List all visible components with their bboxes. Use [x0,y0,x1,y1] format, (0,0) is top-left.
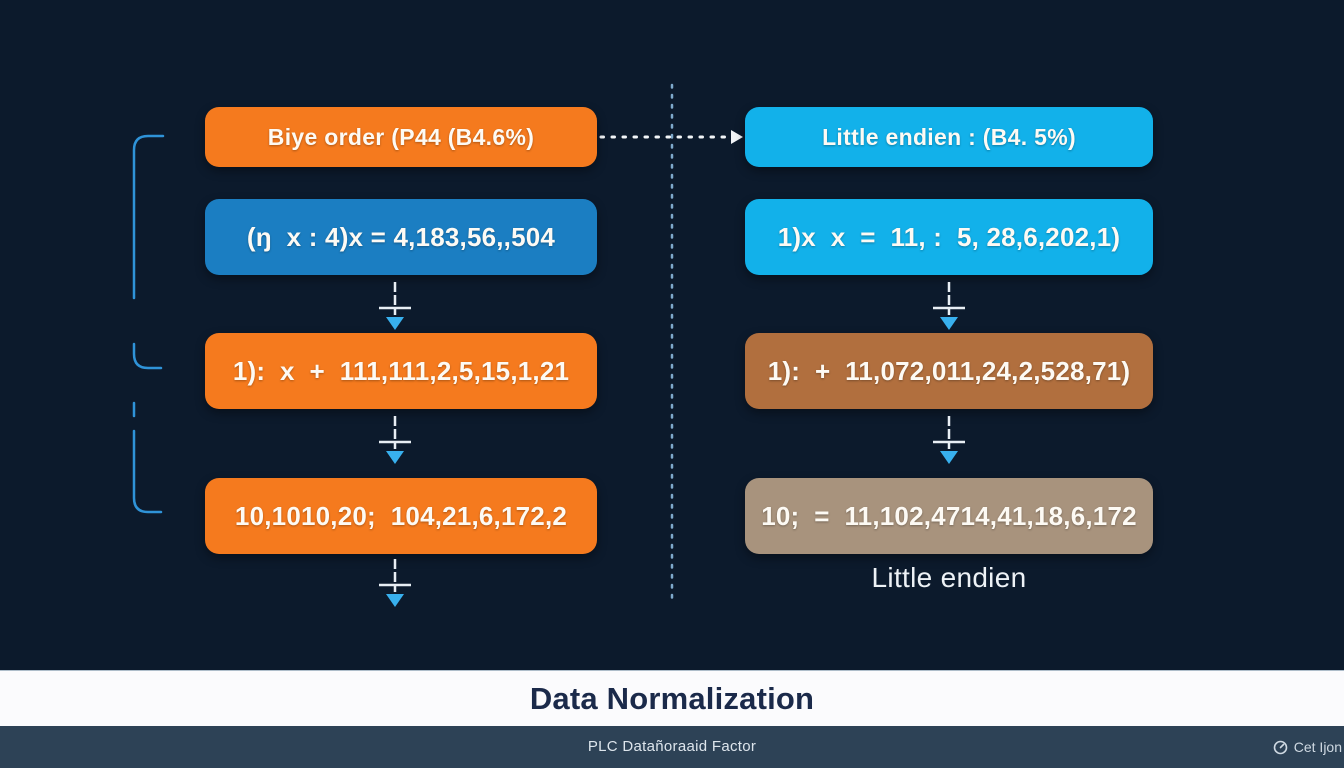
down-arrow-icon [379,282,411,330]
down-arrow-icon [379,559,411,607]
footer-right-text: Cet Ijon [1293,739,1342,755]
copyright-icon [1273,740,1288,754]
little-endian-header-box: Little endien : (B4. 5%) [745,107,1153,167]
footer-center-text: PLC Datañoraaid Factor [587,738,757,755]
little-endian-step-1-box: 1)x x = 11, : 5, 28,6,202,1) [745,199,1153,275]
down-arrow-icon [379,416,411,464]
big-endian-header-box: Biye order (P44 (B4.6%) [205,107,597,167]
big-endian-step-2-box: 1): x + 111,111,2,5,15,1,21 [205,333,597,409]
footer-bar: PLC Datañoraaid Factor Cet Ijon [0,726,1344,768]
title-band: Data Normalization [0,670,1344,727]
left-bracket-group [132,134,165,514]
big-endian-step-1-box: (ŋ x : 4)x = 4,183,56,,504 [205,199,597,275]
little-endian-caption: Little endien [871,562,1027,593]
page-title: Data Normalization [529,681,815,716]
down-arrow-icon [933,282,965,330]
dotted-arrow [599,130,743,144]
little-endian-step-3-box: 10; = 11,102,4714,41,18,6,172 [745,478,1153,554]
footer-right-group: Cet Ijon [1273,726,1344,768]
big-endian-step-3-box: 10,1010,20; 104,21,6,172,2 [205,478,597,554]
down-arrow-icon [933,416,965,464]
little-endian-step-2-box: 1): + 11,072,011,24,2,528,71) [745,333,1153,409]
